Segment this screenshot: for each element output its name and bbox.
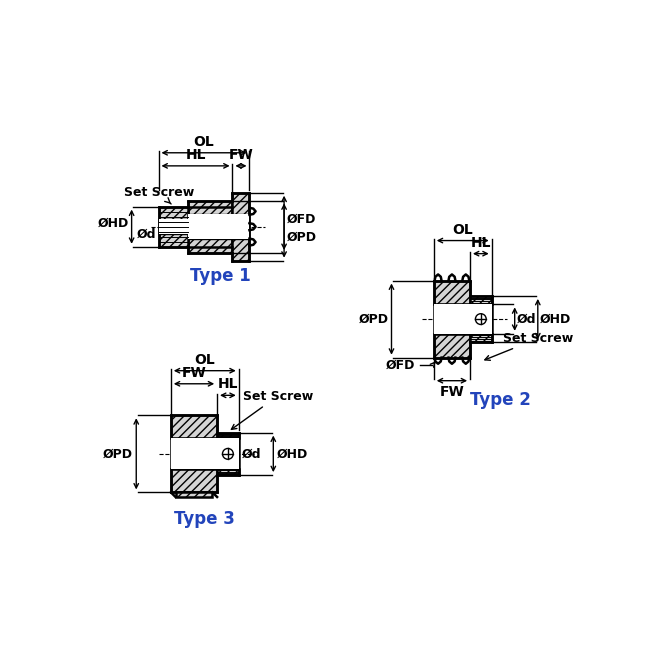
Text: FW: FW: [440, 385, 464, 399]
Text: ØHD: ØHD: [277, 448, 308, 460]
Text: ØPD: ØPD: [103, 448, 133, 460]
Polygon shape: [434, 304, 470, 334]
Text: Type 1: Type 1: [190, 267, 251, 285]
Polygon shape: [171, 438, 217, 469]
Polygon shape: [159, 206, 188, 247]
Polygon shape: [217, 469, 239, 475]
Text: Ød: Ød: [242, 448, 261, 460]
Text: ØPD: ØPD: [358, 313, 389, 326]
Polygon shape: [434, 281, 470, 304]
Text: ØHD: ØHD: [98, 216, 129, 229]
Polygon shape: [176, 492, 212, 497]
Polygon shape: [470, 334, 492, 342]
Text: Type 3: Type 3: [174, 509, 235, 527]
Polygon shape: [470, 304, 492, 334]
Polygon shape: [188, 214, 232, 239]
Text: HL: HL: [470, 236, 491, 250]
Polygon shape: [188, 200, 232, 253]
Text: OL: OL: [452, 222, 473, 237]
Text: ØPD: ØPD: [287, 231, 317, 244]
Polygon shape: [434, 334, 470, 358]
Polygon shape: [159, 219, 188, 234]
Text: HL: HL: [218, 377, 238, 391]
Text: OL: OL: [194, 135, 214, 149]
Text: Set Screw: Set Screw: [124, 186, 194, 204]
Text: ØHD: ØHD: [540, 313, 572, 326]
Polygon shape: [171, 469, 217, 492]
Text: FW: FW: [228, 148, 253, 162]
Polygon shape: [470, 296, 492, 304]
Polygon shape: [171, 415, 217, 438]
Text: Set Screw: Set Screw: [485, 332, 574, 360]
Text: ØFD: ØFD: [386, 359, 415, 372]
Polygon shape: [232, 214, 249, 239]
Text: OL: OL: [194, 353, 215, 367]
Text: FW: FW: [182, 366, 206, 380]
Polygon shape: [217, 433, 239, 438]
Polygon shape: [217, 438, 239, 469]
Text: Type 2: Type 2: [470, 391, 531, 409]
Text: HL: HL: [186, 148, 206, 162]
Polygon shape: [232, 193, 249, 261]
Text: ØFD: ØFD: [287, 212, 316, 226]
Text: Set Screw: Set Screw: [231, 389, 313, 429]
Text: Ød: Ød: [137, 228, 156, 241]
Text: Ød: Ød: [517, 313, 537, 326]
